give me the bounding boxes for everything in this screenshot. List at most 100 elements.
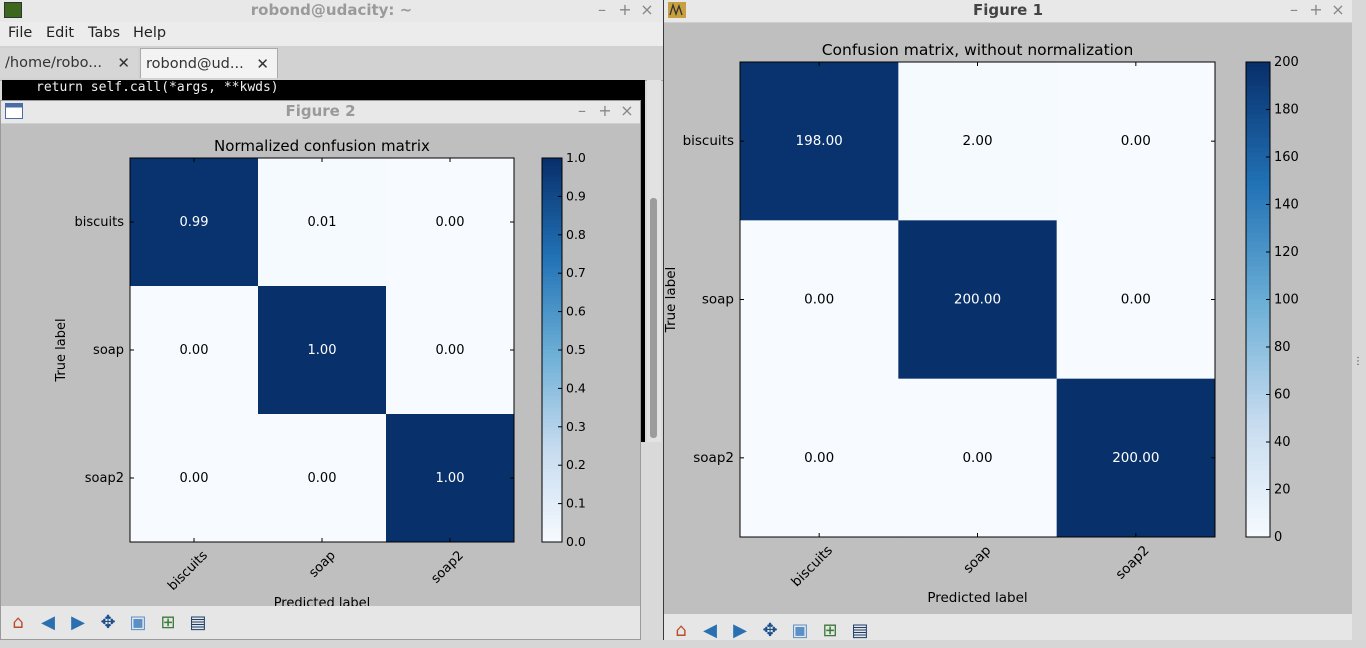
forward-icon[interactable]: ▶ xyxy=(71,612,85,633)
colorbar-segment xyxy=(1246,114,1270,120)
colorbar-segment xyxy=(1246,85,1270,92)
colorbar-segment xyxy=(542,465,562,470)
minimize-icon[interactable]: – xyxy=(1290,0,1298,19)
configure-icon[interactable]: ⊞ xyxy=(822,620,838,641)
colorbar-segment xyxy=(542,495,562,501)
maximize-icon[interactable]: + xyxy=(598,101,612,120)
menu-tabs[interactable]: Tabs xyxy=(88,25,121,41)
colorbar-segment xyxy=(1246,161,1270,168)
colorbar-segment xyxy=(1246,503,1270,510)
colorbar-tick-label: 0.1 xyxy=(566,496,586,511)
colorbar-segment xyxy=(542,257,562,263)
close-icon[interactable]: × xyxy=(640,0,654,19)
colorbar-segment xyxy=(542,380,562,386)
colorbar-segment xyxy=(1246,499,1270,505)
y-tick-label: soap2 xyxy=(85,471,124,486)
colorbar-segment xyxy=(1246,233,1270,239)
matrix-cell xyxy=(1056,220,1216,380)
colorbar-segment xyxy=(542,230,562,236)
colorbar-segment xyxy=(1246,256,1270,263)
minimize-icon[interactable]: – xyxy=(578,101,586,120)
back-icon[interactable]: ◀ xyxy=(703,620,717,641)
x-tick-label: soap2 xyxy=(428,548,466,586)
colorbar-segment xyxy=(542,284,562,290)
cell-value-label: 0.00 xyxy=(436,343,465,358)
colorbar-tick-label: 200 xyxy=(1274,55,1299,70)
colorbar-tick-label: 0.2 xyxy=(566,457,586,472)
colorbar-segment xyxy=(1246,342,1270,348)
colorbar-segment xyxy=(1246,223,1270,229)
figure1-titlebar[interactable]: Figure 1 – + × xyxy=(664,0,1352,23)
terminal-scrollbar[interactable] xyxy=(647,80,661,442)
colorbar-segment xyxy=(542,484,562,489)
matrix-cell xyxy=(740,378,899,538)
home-icon[interactable]: ⌂ xyxy=(675,620,687,641)
save-icon[interactable]: ▤ xyxy=(189,612,207,633)
colorbar-segment xyxy=(1246,133,1270,139)
close-icon[interactable]: × xyxy=(1331,0,1345,19)
scrollbar-thumb[interactable] xyxy=(650,198,657,438)
tab-close-icon[interactable]: ✕ xyxy=(256,55,269,73)
colorbar-segment xyxy=(1246,508,1270,514)
colorbar-segment xyxy=(542,196,562,201)
colorbar-segment xyxy=(1246,480,1270,486)
figure2-window: Figure 2 – + × Normalized confusion matr… xyxy=(0,100,641,640)
menu-edit[interactable]: Edit xyxy=(46,25,75,41)
colorbar-segment xyxy=(542,369,562,374)
minimize-icon[interactable]: – xyxy=(598,0,606,19)
matrix-cell xyxy=(1056,62,1216,221)
pan-icon[interactable]: ✥ xyxy=(762,620,778,641)
figure-window-icon xyxy=(668,2,686,18)
pan-icon[interactable]: ✥ xyxy=(100,612,116,633)
colorbar-segment xyxy=(1246,394,1270,400)
zoom-icon[interactable]: ▣ xyxy=(129,612,147,633)
colorbar-segment xyxy=(1246,280,1270,286)
colorbar-segment xyxy=(1246,432,1270,438)
colorbar-segment xyxy=(542,223,562,228)
chart-title: Normalized confusion matrix xyxy=(214,137,430,155)
colorbar-segment xyxy=(1246,470,1270,476)
colorbar-segment xyxy=(1246,199,1270,206)
figure2-titlebar[interactable]: Figure 2 – + × xyxy=(1,101,640,124)
configure-icon[interactable]: ⊞ xyxy=(160,612,176,633)
colorbar-segment xyxy=(542,442,562,447)
x-tick-label: soap xyxy=(960,543,994,577)
colorbar-segment xyxy=(542,518,562,524)
close-icon[interactable]: × xyxy=(620,101,634,120)
colorbar-segment xyxy=(542,353,562,359)
resize-handle-icon[interactable]: ⋮ xyxy=(1353,356,1363,367)
matrix-cell xyxy=(386,158,515,287)
colorbar-segment xyxy=(542,396,562,401)
tab-close-icon[interactable]: ✕ xyxy=(117,54,130,72)
colorbar-segment xyxy=(1246,527,1270,533)
colorbar-segment xyxy=(542,453,562,459)
maximize-icon[interactable]: + xyxy=(618,0,632,19)
tab-robond[interactable]: robond@ud... ✕ xyxy=(140,48,278,78)
menu-help[interactable]: Help xyxy=(133,25,167,41)
colorbar-segment xyxy=(1246,446,1270,453)
colorbar-segment xyxy=(1246,385,1270,391)
cell-value-label: 2.00 xyxy=(962,133,992,149)
menu-file[interactable]: File xyxy=(8,25,33,41)
back-icon[interactable]: ◀ xyxy=(41,612,55,633)
colorbar-segment xyxy=(542,165,562,171)
forward-icon[interactable]: ▶ xyxy=(733,620,747,641)
colorbar-segment xyxy=(1246,290,1270,296)
y-axis-label: True label xyxy=(664,267,679,334)
save-icon[interactable]: ▤ xyxy=(851,620,869,641)
colorbar-segment xyxy=(1246,123,1270,130)
colorbar-tick-label: 0 xyxy=(1274,530,1282,545)
matrix-cell xyxy=(740,62,899,221)
terminal-titlebar[interactable]: robond@udacity: ~ – + × xyxy=(0,0,663,23)
zoom-icon[interactable]: ▣ xyxy=(791,620,809,641)
colorbar-segment xyxy=(542,181,562,186)
colorbar-segment xyxy=(542,273,562,278)
home-icon[interactable]: ⌂ xyxy=(12,612,24,633)
colorbar-segment xyxy=(542,184,562,190)
tab-home[interactable]: /home/robo... ✕ xyxy=(0,48,138,78)
colorbar-segment xyxy=(542,399,562,405)
colorbar-segment xyxy=(542,227,562,232)
maximize-icon[interactable]: + xyxy=(1309,0,1323,19)
colorbar-segment xyxy=(1246,465,1270,472)
colorbar-segment xyxy=(542,480,562,485)
